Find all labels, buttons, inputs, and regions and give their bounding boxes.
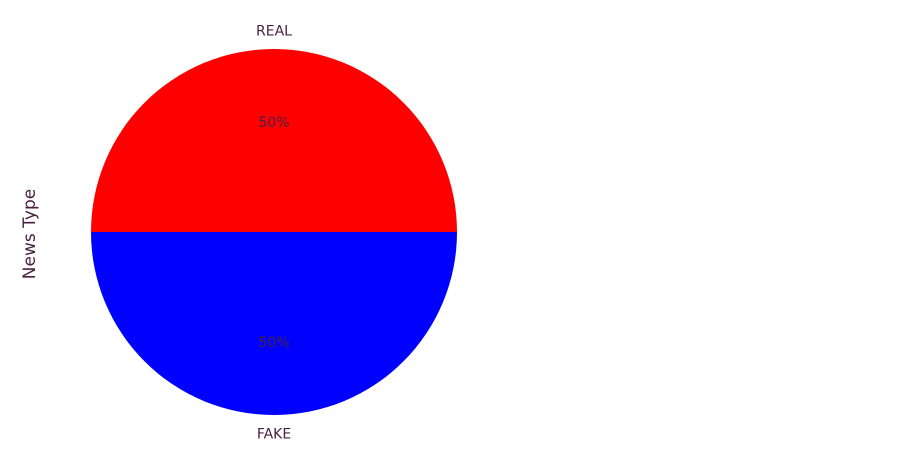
pie-slices [91,49,457,415]
pct-label-fake: 50% [258,335,289,351]
y-axis-label: News Type [20,189,40,279]
pie-labels: REAL 50% FAKE 50% [256,24,292,443]
pie-slice-fake [91,232,457,415]
pie-slice-real [91,49,457,232]
pct-label-real: 50% [258,115,289,131]
slice-label-fake: FAKE [257,426,291,442]
slice-label-real: REAL [256,24,292,40]
